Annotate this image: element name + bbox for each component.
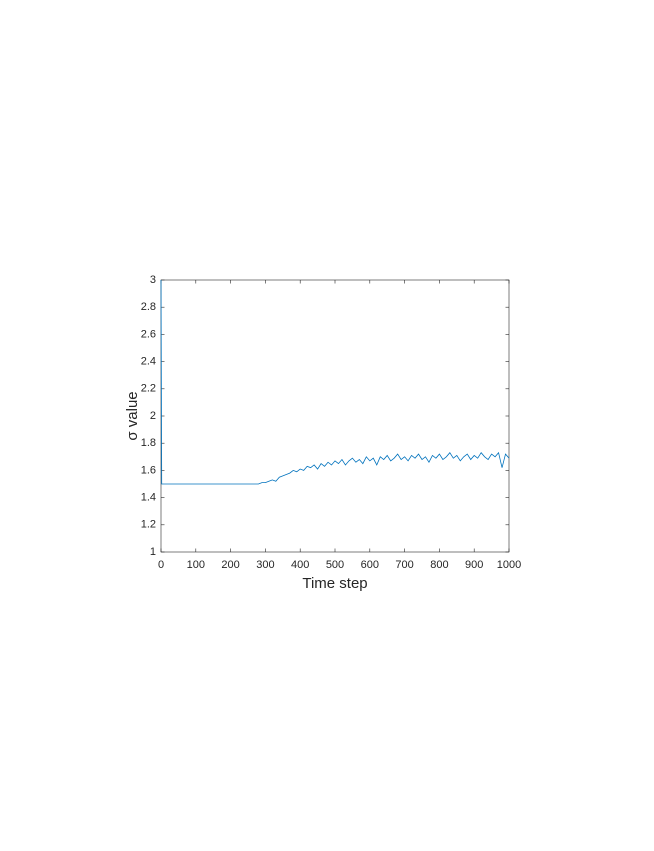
data-line <box>160 279 510 485</box>
y-tick-label: 2.8 <box>141 301 156 313</box>
x-tick-label: 100 <box>187 559 205 571</box>
y-tick-label: 2.6 <box>141 328 156 340</box>
x-tick-label: 700 <box>395 559 413 571</box>
x-tick-label: 1000 <box>497 559 521 571</box>
y-tick-label: 1.8 <box>141 437 156 449</box>
axes-box <box>160 279 510 553</box>
y-tick-label: 1.2 <box>141 519 156 531</box>
x-tick-label: 300 <box>256 559 274 571</box>
y-tick-label: 1 <box>150 546 156 558</box>
x-tick-label: 0 <box>158 559 164 571</box>
x-axis-label: Time step <box>302 575 367 592</box>
x-tick-label: 200 <box>221 559 239 571</box>
y-tick-label: 2.2 <box>141 383 156 395</box>
x-tick-label: 500 <box>326 559 344 571</box>
y-tick-label: 3 <box>150 274 156 286</box>
y-tick-label: 2.4 <box>141 356 156 368</box>
y-axis-label: σ value <box>124 391 141 440</box>
x-tick-label: 800 <box>430 559 448 571</box>
y-tick-label: 2 <box>150 410 156 422</box>
x-tick-label: 400 <box>291 559 309 571</box>
y-tick-label: 1.4 <box>141 492 156 504</box>
x-tick-label: 900 <box>465 559 483 571</box>
x-tick-label: 600 <box>361 559 379 571</box>
y-tick-label: 1.6 <box>141 464 156 476</box>
